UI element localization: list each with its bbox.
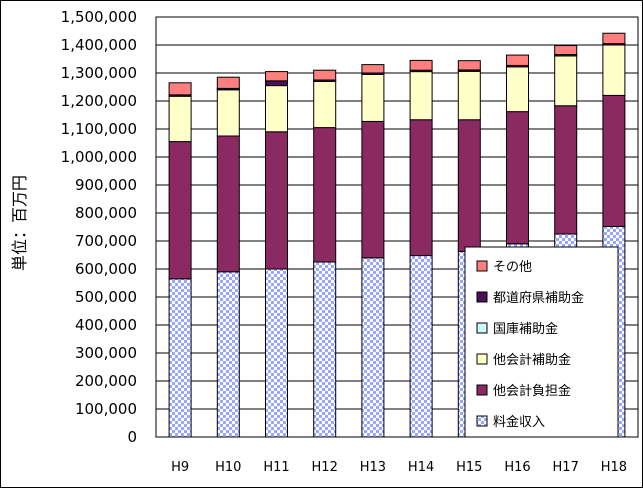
y-tick-label: 500,000 (75, 288, 137, 306)
bar-segment (603, 33, 625, 43)
y-tick-label: 300,000 (75, 344, 137, 362)
bar-segment (314, 128, 336, 262)
legend-swatch (477, 354, 487, 364)
bar-segment (410, 60, 432, 70)
y-axis-label: 単位：百万円 (10, 175, 29, 271)
y-tick-label: 100,000 (75, 400, 137, 418)
x-tick-label: H14 (408, 460, 434, 475)
bar-segment (217, 90, 239, 136)
legend-swatch (477, 323, 487, 333)
bar-segment (266, 72, 288, 81)
bar-segment (217, 272, 239, 437)
bar-segment (362, 74, 384, 121)
x-tick-label: H16 (504, 460, 530, 475)
legend-box (465, 247, 618, 437)
bar-segment (169, 83, 191, 95)
y-tick-label: 1,100,000 (61, 120, 137, 138)
x-tick-label: H18 (601, 460, 627, 475)
x-tick-label: H13 (360, 460, 386, 475)
legend-swatch (477, 261, 487, 271)
y-tick-label: 700,000 (75, 232, 137, 250)
bar-segment (410, 72, 432, 120)
bar-segment (410, 120, 432, 256)
y-tick-label: 1,500,000 (61, 8, 137, 26)
bar-segment (169, 279, 191, 437)
y-tick-label: 1,300,000 (61, 64, 137, 82)
y-tick-label: 1,200,000 (61, 92, 137, 110)
x-tick-label: H10 (215, 460, 241, 475)
bar-segment (458, 61, 480, 70)
x-tick-label: H17 (553, 460, 579, 475)
y-tick-label: 1,000,000 (61, 148, 137, 166)
legend-swatch (477, 292, 487, 302)
x-tick-label: H11 (263, 460, 289, 475)
y-tick-label: 800,000 (75, 204, 137, 222)
y-tick-label: 1,400,000 (61, 36, 137, 54)
bar-segment (266, 81, 288, 86)
bar-segment (555, 56, 577, 106)
y-tick-labels: 0 100,000 200,000 300,000 400,000 500,000 600,… (61, 8, 137, 446)
bar-segment (169, 96, 191, 141)
bar-segment (169, 142, 191, 279)
bar-segment (266, 86, 288, 132)
bar-segment (603, 95, 625, 226)
bar-segment (266, 132, 288, 269)
legend-label: その他 (493, 260, 532, 275)
bar-segment (217, 77, 239, 88)
bar-segment (362, 65, 384, 73)
bar-segment (314, 70, 336, 80)
legend-label: 国庫補助金 (493, 321, 558, 337)
bar-segment (458, 120, 480, 252)
y-tick-label: 0 (127, 428, 137, 446)
y-tick-label: 400,000 (75, 316, 137, 334)
x-tick-label: H15 (456, 460, 482, 475)
bar-segment (314, 262, 336, 437)
bar-segment (266, 269, 288, 437)
legend-swatch (477, 385, 487, 395)
bar-segment (507, 67, 529, 112)
bar-segment (507, 55, 529, 65)
legend-label: 料金収入 (493, 414, 545, 430)
x-tick-label: H9 (171, 460, 189, 475)
y-tick-label: 200,000 (75, 372, 137, 390)
legend-label: 都道府県補助金 (493, 290, 584, 306)
bar-segment (362, 258, 384, 437)
bar-segment (507, 112, 529, 244)
bar-segment (555, 106, 577, 234)
legend-label: 他会計補助金 (493, 352, 571, 368)
bar-segment (458, 71, 480, 119)
legend-label: 他会計負担金 (493, 383, 571, 399)
bar-segment (217, 136, 239, 272)
bar-segment (362, 121, 384, 257)
legend-swatch (477, 416, 487, 426)
y-tick-label: 900,000 (75, 176, 137, 194)
y-tick-label: 600,000 (75, 260, 137, 278)
bar-segment (314, 81, 336, 127)
x-tick-labels: H9 H10 H11 H12 H13 H14 H15 H16 H17 H18 (171, 460, 627, 475)
x-tick-label: H12 (312, 460, 338, 475)
bar-segment (410, 256, 432, 437)
bar-segment (603, 45, 625, 95)
bar-segment (555, 46, 577, 55)
